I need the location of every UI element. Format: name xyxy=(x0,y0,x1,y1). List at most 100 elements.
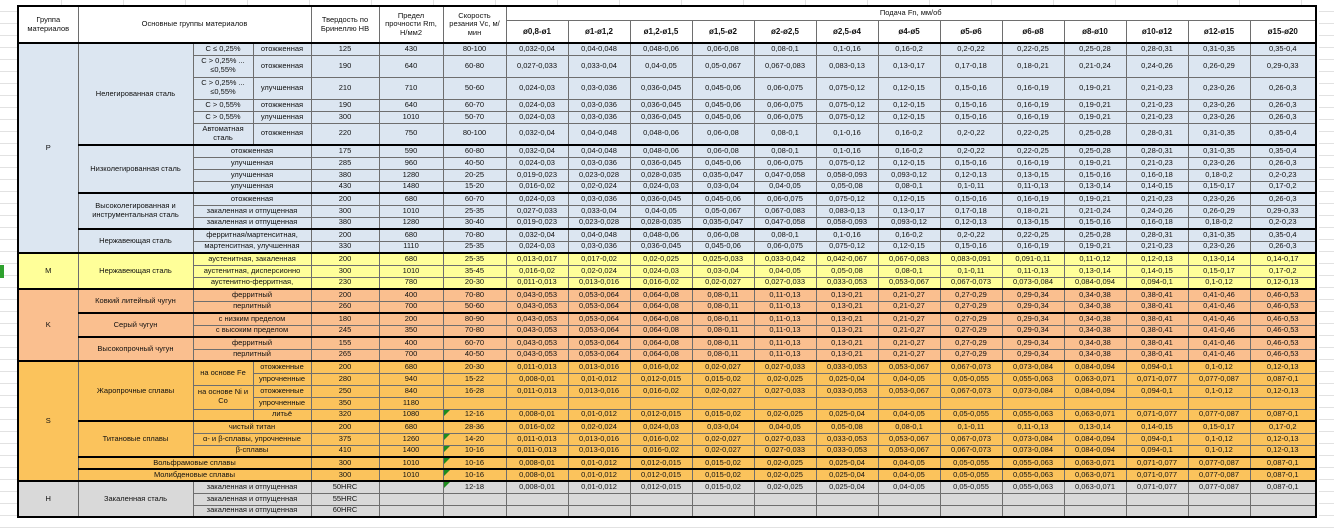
feed-cell[interactable]: 0,024-0,03 xyxy=(505,98,569,112)
feed-cell[interactable]: 0,06-0,08 xyxy=(691,122,755,146)
feed-cell[interactable] xyxy=(1249,504,1317,518)
feed-cell[interactable]: 0,033-0,04 xyxy=(567,204,631,218)
header-speed[interactable]: Скорость резания Vc, м/мин xyxy=(442,5,507,44)
feed-cell[interactable]: 0,13-0,21 xyxy=(815,336,879,350)
material-variant[interactable]: упрочненные xyxy=(252,396,312,410)
feed-cell[interactable]: 0,25-0,28 xyxy=(1063,42,1127,56)
feed-cell[interactable]: 0,18-0,21 xyxy=(1001,204,1065,218)
feed-cell[interactable]: 0,11-0,13 xyxy=(753,336,817,350)
feed-cell[interactable]: 0,12-0,15 xyxy=(877,240,941,254)
feed-cell[interactable]: 0,04-0,05 xyxy=(629,54,693,78)
strength-value[interactable]: 940 xyxy=(378,372,444,386)
feed-cell[interactable]: 0,071-0,077 xyxy=(1125,372,1189,386)
material-group[interactable]: Нелегированная сталь xyxy=(77,42,194,146)
feed-cell[interactable]: 0,34-0,38 xyxy=(1063,312,1127,326)
feed-cell[interactable]: 0,048-0,06 xyxy=(629,122,693,146)
feed-cell[interactable]: 0,19-0,21 xyxy=(1063,192,1127,206)
material-variant[interactable]: аустенитная, дисперсионно xyxy=(192,264,312,278)
feed-cell[interactable]: 0,053-0,067 xyxy=(877,276,941,290)
feed-cell[interactable]: 0,035-0,047 xyxy=(691,216,755,230)
feed-cell[interactable]: 0,16-0,19 xyxy=(1001,192,1065,206)
feed-cell[interactable]: 0,02-0,024 xyxy=(567,180,631,194)
feed-cell[interactable]: 0,067-0,083 xyxy=(753,204,817,218)
feed-cell[interactable]: 0,29-0,34 xyxy=(1001,288,1065,302)
hardness-value[interactable]: 200 xyxy=(310,420,380,434)
feed-cell[interactable]: 0,26-0,3 xyxy=(1249,156,1317,170)
feed-cell[interactable]: 0,28-0,31 xyxy=(1125,42,1189,56)
feed-cell[interactable]: 0,06-0,08 xyxy=(691,228,755,242)
feed-cell[interactable] xyxy=(1001,504,1065,518)
feed-cell[interactable]: 0,29-0,34 xyxy=(1001,324,1065,338)
feed-cell[interactable]: 0,013-0,016 xyxy=(567,432,631,446)
group-letter[interactable]: M xyxy=(17,252,79,290)
material-group[interactable]: Титановые сплавы xyxy=(77,420,194,458)
strength-value[interactable]: 1010 xyxy=(378,110,444,124)
speed-value[interactable]: 35-45 xyxy=(442,264,507,278)
hardness-value[interactable]: 125 xyxy=(310,42,380,56)
feed-cell[interactable]: 0,073-0,084 xyxy=(1001,384,1065,398)
feed-cell[interactable]: 0,013-0,016 xyxy=(567,444,631,458)
feed-cell[interactable]: 0,024-0,03 xyxy=(505,156,569,170)
feed-cell[interactable]: 0,053-0,064 xyxy=(567,288,631,302)
feed-cell[interactable] xyxy=(1249,396,1317,410)
speed-value[interactable]: 25-35 xyxy=(442,240,507,254)
feed-cell[interactable]: 0,04-0,05 xyxy=(877,456,941,470)
feed-cell[interactable]: 0,26-0,3 xyxy=(1249,110,1317,124)
feed-cell[interactable]: 0,11-0,13 xyxy=(753,300,817,314)
feed-cell[interactable]: 0,08-0,11 xyxy=(691,300,755,314)
hardness-value[interactable]: 330 xyxy=(310,240,380,254)
feed-cell[interactable]: 0,34-0,38 xyxy=(1063,336,1127,350)
feed-cell[interactable]: 0,053-0,064 xyxy=(567,348,631,362)
feed-cell[interactable]: 0,016-0,02 xyxy=(629,360,693,374)
material-variant[interactable]: закаленная и отпущенная xyxy=(192,504,312,518)
feed-cell[interactable]: 0,26-0,3 xyxy=(1249,192,1317,206)
feed-cell[interactable]: 0,23-0,26 xyxy=(1187,240,1251,254)
feed-cell[interactable]: 0,073-0,084 xyxy=(1001,444,1065,458)
feed-cell[interactable]: 0,015-0,02 xyxy=(691,372,755,386)
material-subgroup[interactable] xyxy=(192,408,254,422)
feed-cell[interactable]: 0,15-0,16 xyxy=(939,192,1003,206)
feed-cell[interactable]: 0,12-0,13 xyxy=(939,216,1003,230)
feed-cell[interactable]: 0,033-0,042 xyxy=(753,252,817,266)
feed-cell[interactable]: 0,048-0,06 xyxy=(629,144,693,158)
feed-cell[interactable]: 0,094-0,1 xyxy=(1125,360,1189,374)
speed-value[interactable]: 15-22 xyxy=(442,372,507,386)
strength-value[interactable]: 200 xyxy=(378,312,444,326)
feed-cell[interactable]: 0,31-0,35 xyxy=(1187,42,1251,56)
feed-cell[interactable]: 0,41-0,46 xyxy=(1187,312,1251,326)
feed-cell[interactable]: 0,025-0,04 xyxy=(815,468,879,482)
hardness-value[interactable]: 190 xyxy=(310,98,380,112)
header-strength[interactable]: Предел прочности Rm, Н/мм2 xyxy=(378,5,444,44)
feed-cell[interactable]: 0,46-0,53 xyxy=(1249,300,1317,314)
feed-cell[interactable]: 0,17-0,18 xyxy=(939,204,1003,218)
feed-cell[interactable]: 0,064-0,08 xyxy=(629,348,693,362)
feed-cell[interactable]: 0,04-0,05 xyxy=(753,264,817,278)
strength-value[interactable]: 1080 xyxy=(378,408,444,422)
hardness-value[interactable]: 230 xyxy=(310,276,380,290)
feed-cell[interactable]: 0,21-0,23 xyxy=(1125,240,1189,254)
material-variant[interactable]: перлитный xyxy=(192,348,312,362)
feed-cell[interactable]: 0,042-0,067 xyxy=(815,252,879,266)
material-variant[interactable]: отожженная xyxy=(192,144,312,158)
hardness-value[interactable]: 200 xyxy=(310,228,380,242)
feed-cell[interactable] xyxy=(1001,396,1065,410)
feed-cell[interactable]: 0,084-0,094 xyxy=(1063,276,1127,290)
feed-cell[interactable]: 0,22-0,25 xyxy=(1001,144,1065,158)
feed-cell[interactable]: 0,033-0,053 xyxy=(815,384,879,398)
header-diameter[interactable]: ø15-ø20 xyxy=(1249,19,1317,44)
strength-value[interactable]: 1010 xyxy=(378,204,444,218)
feed-cell[interactable]: 0,047-0,058 xyxy=(753,168,817,182)
feed-cell[interactable]: 0,04-0,05 xyxy=(877,408,941,422)
material-variant[interactable]: улучшенная xyxy=(192,168,312,182)
feed-cell[interactable]: 0,05-0,08 xyxy=(815,264,879,278)
speed-value[interactable]: 50-60 xyxy=(442,76,507,100)
feed-cell[interactable] xyxy=(567,492,631,506)
feed-cell[interactable] xyxy=(505,396,569,410)
hardness-value[interactable]: 260 xyxy=(310,300,380,314)
feed-cell[interactable]: 0,03-0,036 xyxy=(567,98,631,112)
feed-cell[interactable]: 0,15-0,16 xyxy=(1063,216,1127,230)
feed-cell[interactable]: 0,008-0,01 xyxy=(505,456,569,470)
feed-cell[interactable] xyxy=(505,492,569,506)
feed-cell[interactable]: 0,14-0,17 xyxy=(1249,252,1317,266)
feed-cell[interactable]: 0,08-0,1 xyxy=(753,144,817,158)
